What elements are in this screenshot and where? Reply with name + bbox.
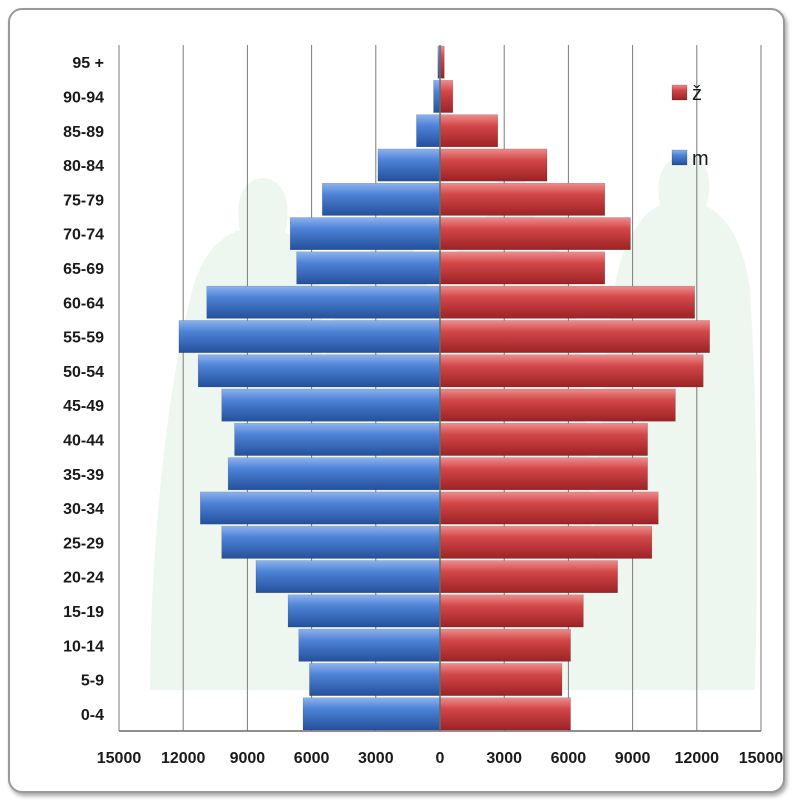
bar-left-45-49 [221, 388, 441, 422]
bar-left-70-74 [289, 217, 441, 251]
legend-swatch-left [671, 149, 688, 166]
bar-left-65-69 [296, 251, 441, 285]
category-label: 75-79 [63, 192, 104, 209]
category-label: 85-89 [63, 124, 104, 141]
bar-left-5-9 [309, 663, 441, 696]
category-label: 15-19 [63, 604, 104, 621]
bar-right-55-59 [439, 320, 710, 353]
x-tick-label: 3000 [358, 750, 394, 767]
category-label: 60-64 [63, 295, 104, 312]
x-tick-label: 15000 [739, 750, 784, 767]
bar-right-60-64 [439, 285, 695, 319]
bar-right-5-9 [439, 663, 563, 696]
x-tick-label: 3000 [486, 750, 522, 767]
category-label: 50-54 [63, 364, 104, 381]
bar-right-15-19 [439, 594, 584, 628]
x-tick-label: 12000 [161, 750, 206, 767]
legend-label: m [692, 148, 709, 170]
x-tick-label: 0 [436, 750, 445, 767]
category-label: 5-9 [81, 673, 104, 690]
bar-left-40-44 [234, 423, 441, 456]
category-label: 40-44 [63, 432, 104, 449]
bar-right-75-79 [439, 182, 606, 216]
category-label: 90-94 [63, 89, 104, 106]
bar-right-0-4 [439, 697, 571, 731]
bar-left-30-34 [200, 491, 441, 525]
bar-right-35-39 [439, 457, 648, 491]
bar-right-50-54 [439, 354, 704, 388]
axes [119, 45, 761, 732]
x-tick-labels: 15000 12000 9000 6000 3000 0 3000 6000 9000 12000… [97, 750, 784, 767]
bar-left-20-24 [255, 560, 441, 594]
x-tick-label: 12000 [675, 750, 720, 767]
bar-right-70-74 [439, 217, 631, 251]
category-label: 70-74 [63, 227, 104, 244]
bar-right-80-84 [439, 148, 548, 182]
bar-right-30-34 [439, 491, 659, 525]
category-label: 0-4 [81, 707, 104, 724]
bar-right-25-29 [439, 525, 653, 559]
category-label: 20-24 [63, 570, 104, 587]
category-label: 45-49 [63, 398, 104, 415]
bar-left-15-19 [287, 594, 441, 628]
x-tick-label: 15000 [97, 750, 142, 767]
bar-left-35-39 [227, 457, 441, 491]
category-label: 95 + [72, 55, 104, 72]
bar-right-10-14 [439, 628, 571, 662]
category-label: 10-14 [63, 638, 104, 655]
category-label: 65-69 [63, 261, 104, 278]
bar-left-25-29 [221, 525, 441, 559]
bar-right-40-44 [439, 423, 648, 456]
bar-left-85-89 [416, 114, 441, 148]
bar-left-80-84 [377, 148, 441, 182]
bar-right-20-24 [439, 560, 618, 594]
bar-left-0-4 [302, 697, 441, 731]
legend: žm [671, 83, 709, 170]
x-tick-label: 6000 [294, 750, 330, 767]
category-label: 30-34 [63, 501, 104, 518]
bar-left-50-54 [197, 354, 441, 388]
bar-right-65-69 [439, 251, 606, 285]
category-label: 25-29 [63, 535, 104, 552]
bar-left-60-64 [206, 285, 441, 319]
bar-right-45-49 [439, 388, 676, 422]
bar-left-75-79 [322, 182, 441, 216]
bar-right-85-89 [439, 114, 499, 148]
category-label: 55-59 [63, 330, 104, 347]
legend-swatch-right [671, 84, 688, 101]
x-tick-label: 6000 [551, 750, 587, 767]
legend-label: ž [692, 83, 702, 105]
bar-left-90-94 [433, 80, 441, 113]
bars [178, 45, 710, 731]
bar-right-90-94 [439, 80, 454, 113]
bar-left-55-59 [178, 320, 441, 353]
bar-left-10-14 [298, 628, 441, 662]
x-tick-label: 9000 [230, 750, 266, 767]
category-labels: 0-4 5-9 10-14 15-19 20-24 25-29 30-34 35-39 40-4… [63, 55, 104, 724]
x-tick-label: 9000 [615, 750, 651, 767]
category-label: 80-84 [63, 158, 104, 175]
category-label: 35-39 [63, 467, 104, 484]
